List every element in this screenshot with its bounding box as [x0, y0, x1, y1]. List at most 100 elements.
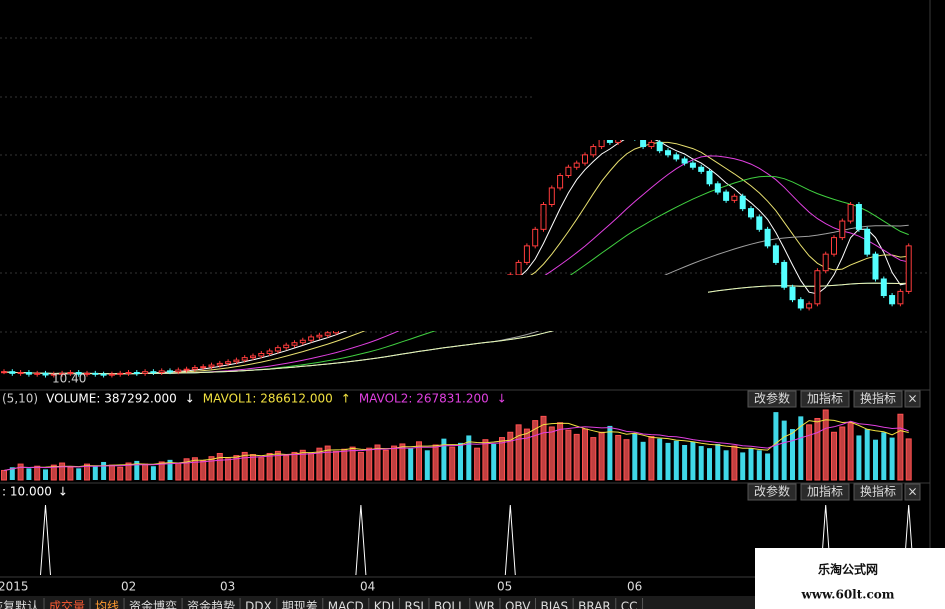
candle: [67, 372, 74, 375]
tab[interactable]: 期现差: [282, 600, 318, 609]
button-label[interactable]: ×: [907, 485, 917, 499]
candle: [582, 154, 588, 164]
button[interactable]: [800, 390, 850, 408]
volume-bar: [233, 455, 240, 481]
tab[interactable]: BIAS: [541, 600, 569, 609]
candle: [665, 150, 671, 156]
button-label[interactable]: 改参数: [754, 391, 790, 406]
candle: [291, 342, 298, 346]
tab[interactable]: 恢复默认: [0, 599, 39, 609]
candle: [831, 237, 837, 255]
volume-bar: [150, 466, 156, 480]
button-label[interactable]: 加指标: [807, 391, 843, 406]
button[interactable]: [800, 483, 850, 501]
volume-bar: [274, 450, 281, 481]
button[interactable]: [747, 483, 797, 501]
tab[interactable]: WR: [475, 600, 495, 609]
candle: [225, 361, 232, 364]
candle: [216, 362, 223, 366]
candle: [266, 350, 273, 354]
volume-bar: [482, 439, 489, 481]
time-label: 03: [220, 580, 235, 594]
candle: [590, 146, 597, 156]
tab[interactable]: RSI: [404, 600, 424, 609]
ma-line: [3, 282, 909, 375]
volume-bar: [167, 459, 173, 480]
volume-bar: [565, 429, 572, 481]
button-label[interactable]: ×: [907, 392, 917, 406]
volume-bar: [632, 433, 638, 480]
candle: [92, 372, 99, 375]
candle: [17, 372, 24, 375]
candle: [308, 336, 315, 341]
price-label: 10.40: [52, 372, 86, 386]
volume-bar: [873, 439, 878, 480]
volume-bar: [657, 438, 663, 480]
candle: [50, 373, 57, 376]
candle: [748, 208, 754, 218]
volume-bar: [515, 424, 522, 481]
tab[interactable]: KDJ: [374, 600, 395, 609]
volume-bar: [391, 445, 398, 481]
indicator-arrow: ↓: [58, 485, 68, 499]
button[interactable]: [853, 483, 903, 501]
volume-bar: [598, 431, 605, 481]
volume-bar: [67, 466, 74, 481]
time-label: 05: [497, 580, 512, 594]
volume-bar: [333, 450, 339, 481]
tab[interactable]: 成交量: [49, 599, 85, 609]
candle: [258, 352, 265, 357]
candle: [532, 228, 539, 247]
button[interactable]: [904, 483, 921, 501]
volume-bar: [765, 453, 771, 480]
button[interactable]: [853, 390, 903, 408]
candle: [59, 372, 66, 375]
tab[interactable]: BRAR: [578, 600, 611, 609]
button-label[interactable]: 换指标: [860, 484, 896, 499]
candle: [175, 369, 182, 373]
tab[interactable]: MACD: [328, 600, 364, 609]
volume-bar: [897, 413, 904, 481]
button[interactable]: [747, 390, 797, 408]
tab[interactable]: 资金趋势: [187, 599, 235, 609]
tab[interactable]: CC: [621, 600, 638, 609]
indicator-panel: : 10.000 ↓ 改参数 加指标 换指标 ×: [2, 483, 921, 576]
candle: [84, 372, 90, 375]
candle: [573, 162, 580, 168]
volume-bar: [690, 441, 696, 480]
candle: [75, 372, 82, 375]
candle: [698, 166, 705, 172]
volume-bar: [416, 441, 422, 481]
candle: [133, 372, 140, 375]
candle: [1, 371, 7, 374]
candle: [889, 295, 896, 305]
volume-bar: [665, 442, 671, 480]
tab[interactable]: DDX: [245, 600, 272, 609]
tab[interactable]: 资金博弈: [129, 599, 177, 609]
candle: [723, 191, 730, 201]
tab[interactable]: OBV: [505, 600, 531, 609]
candle: [822, 253, 829, 272]
candle: [806, 303, 813, 309]
volume-bar: [748, 448, 754, 480]
tab[interactable]: BOLL: [434, 600, 465, 609]
volume-bar: [34, 465, 41, 481]
button-label[interactable]: 改参数: [754, 484, 790, 499]
candle: [565, 166, 572, 177]
volume-bar: [84, 463, 90, 481]
button[interactable]: [904, 390, 921, 408]
candle: [880, 278, 887, 297]
volume-bar: [499, 437, 505, 481]
volume-bar: [191, 457, 198, 481]
button-label[interactable]: 换指标: [860, 391, 896, 406]
volume-bar: [200, 460, 207, 481]
volume-bar: [881, 432, 887, 480]
volume-bar: [59, 462, 66, 481]
tab[interactable]: 均线: [95, 600, 119, 609]
candle: [523, 245, 530, 263]
time-label: 02: [121, 580, 136, 594]
candle: [233, 359, 240, 363]
button-label[interactable]: 加指标: [807, 484, 843, 499]
time-label: 06: [627, 580, 642, 594]
